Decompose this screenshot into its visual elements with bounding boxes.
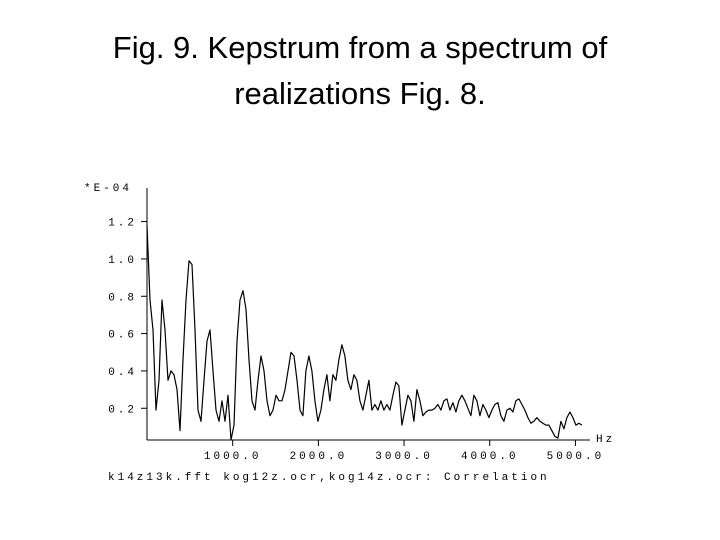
x-tick-label: 2000.0 (290, 451, 348, 463)
footer: k14z13k.fft kog12z.ocr,kog14z.ocr: Corre… (108, 472, 550, 484)
y-tick-label: 1.0 (108, 255, 137, 267)
data-line (146, 225, 583, 441)
y-tick-label: 0.8 (108, 292, 137, 304)
x-axis-label: Hz (596, 434, 615, 446)
y-tick-label: 1.2 (108, 218, 137, 230)
y-tick-label: 0.2 (108, 404, 137, 416)
y-tick-label: 0.6 (108, 330, 137, 342)
y-axis-label: *E-04 (84, 183, 132, 195)
x-tick-label: 4000.0 (461, 451, 519, 463)
x-tick-label: 3000.0 (375, 451, 433, 463)
x-tick-label: 5000.0 (547, 451, 605, 463)
title-line: realizations Fig. 8. (234, 76, 486, 111)
title-line: Fig. 9. Kepstrum from a spectrum of (113, 30, 608, 65)
x-tick-label: 1000.0 (204, 451, 262, 463)
y-tick-label: 0.4 (108, 367, 137, 379)
